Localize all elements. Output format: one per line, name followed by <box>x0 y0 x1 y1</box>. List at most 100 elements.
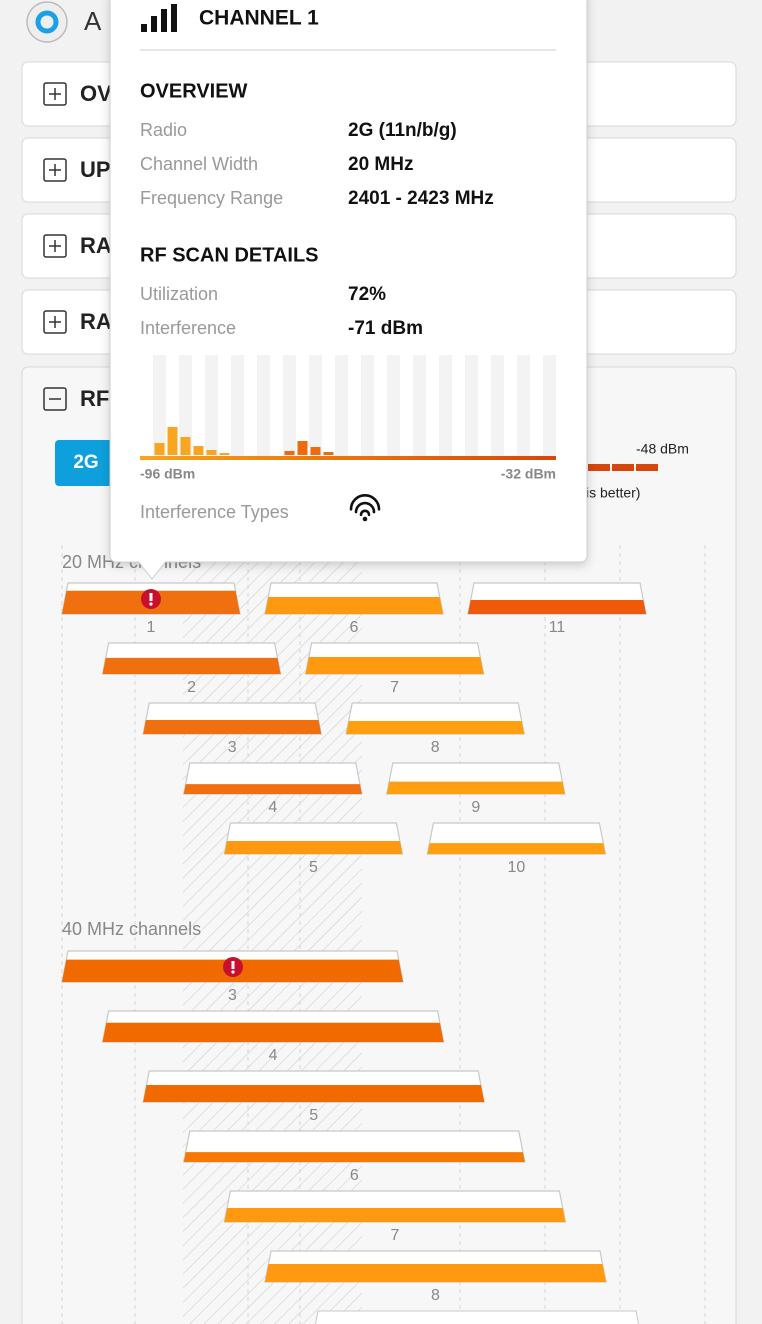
expand-icon[interactable] <box>43 158 67 182</box>
row-value: 2G (11n/b/g) <box>348 120 457 141</box>
row-label: Radio <box>140 120 187 140</box>
row-value: 2401 - 2423 MHz <box>348 188 494 209</box>
interference-types-label: Interference Types <box>140 502 289 522</box>
channel-utilization <box>183 784 362 794</box>
wifi-icon <box>349 494 381 511</box>
channel-label: 3 <box>228 987 237 1004</box>
spectrum-min: -96 dBm <box>140 466 195 482</box>
panel-title: RA <box>80 233 112 258</box>
spectrum-column <box>465 355 478 456</box>
channel-label: 8 <box>431 1287 440 1304</box>
spectrum-bar <box>206 450 217 455</box>
section-heading: 40 MHz channels <box>62 919 201 939</box>
panel-title: RA <box>80 309 112 334</box>
spectrum-column <box>205 355 218 456</box>
signal-icon <box>151 16 157 32</box>
legend-swatch <box>588 464 610 471</box>
expand-icon[interactable] <box>43 82 67 106</box>
expand-icon[interactable] <box>43 234 67 258</box>
channel-utilization <box>265 1264 606 1282</box>
channel-utilization <box>427 843 606 854</box>
channel-utilization <box>265 596 443 614</box>
channel-label: 5 <box>309 1107 318 1124</box>
row-value: -71 dBm <box>348 318 423 339</box>
spectrum-max: -32 dBm <box>501 466 556 482</box>
legend-swatch <box>636 464 658 471</box>
channel-label: 4 <box>269 1047 278 1064</box>
legend-max: -48 dBm <box>636 441 689 457</box>
channel-label: 3 <box>228 739 237 756</box>
section-heading: OVERVIEW <box>140 80 248 102</box>
channel-utilization <box>305 656 484 674</box>
spectrum-column <box>335 355 348 456</box>
spectrum-column <box>387 355 400 456</box>
tooltip-arrow-cover <box>137 556 167 562</box>
channel-label: 6 <box>350 619 359 636</box>
expand-icon[interactable] <box>43 387 67 411</box>
signal-icon <box>171 4 177 32</box>
row-value: 72% <box>348 284 386 305</box>
device-title: A <box>84 6 102 36</box>
channel-outline <box>314 1310 640 1324</box>
row-value: 20 MHz <box>348 154 413 175</box>
spectrum-column <box>361 355 374 456</box>
spectrum-column <box>153 355 166 456</box>
channel-utilization <box>346 720 525 734</box>
channel-utilization <box>102 657 281 674</box>
channel-utilization <box>224 1208 566 1222</box>
spectrum-bar <box>193 446 204 455</box>
channel-label: 5 <box>309 859 318 876</box>
spectrum-bar <box>284 451 295 455</box>
channel-label: 6 <box>350 1167 359 1184</box>
row-label: Channel Width <box>140 154 258 174</box>
wifi-icon <box>359 509 371 517</box>
channel-utilization <box>143 1084 485 1102</box>
row-label: Interference <box>140 318 236 338</box>
spectrum-column <box>543 355 556 456</box>
spectrum-column <box>231 355 244 456</box>
band-tab[interactable] <box>55 440 117 486</box>
spectrum-column <box>517 355 530 456</box>
channel-utilization <box>386 781 565 794</box>
spectrum-column <box>179 355 192 456</box>
channel-utilization <box>183 1152 525 1162</box>
spectrum-baseline <box>140 456 556 460</box>
band-tab-label: 2G <box>73 452 98 473</box>
warning-mark <box>149 593 153 601</box>
channel-label: 10 <box>508 859 526 876</box>
signal-icon <box>161 9 167 32</box>
device-icon-ring <box>35 10 59 34</box>
warning-dot <box>231 970 235 974</box>
panel-title: RF <box>80 386 109 411</box>
warning-mark <box>231 961 235 969</box>
panel-title: OV <box>80 81 112 106</box>
channel-utilization <box>143 720 322 734</box>
channel-utilization <box>102 1022 444 1042</box>
channel-label: 7 <box>390 1227 399 1244</box>
signal-icon <box>141 24 147 32</box>
channel-utilization <box>468 600 646 614</box>
spectrum-column <box>491 355 504 456</box>
spectrum-column <box>309 355 322 456</box>
spectrum-bar <box>323 452 334 455</box>
spectrum-column <box>257 355 270 456</box>
spectrum-bar <box>180 437 191 455</box>
channel-label: 7 <box>390 679 399 696</box>
spectrum-column <box>439 355 452 456</box>
wifi-icon-dot <box>362 516 368 522</box>
warning-dot <box>149 602 153 606</box>
channel-label: 4 <box>268 799 277 816</box>
spectrum-bar <box>310 447 321 455</box>
channel-label: 8 <box>431 739 440 756</box>
tooltip: CHANNEL 1 OVERVIEW Radio 2G (11n/b/g) Channe… <box>109 0 588 580</box>
spectrum-bar <box>154 443 165 455</box>
channel-label: 2 <box>187 679 196 696</box>
spectrum-column <box>283 355 296 456</box>
spectrum-bar <box>167 427 178 455</box>
channel-label: 1 <box>147 619 156 636</box>
spectrum-bar <box>219 453 230 455</box>
spectrum-bar <box>297 441 308 455</box>
row-label: Utilization <box>140 284 218 304</box>
expand-icon[interactable] <box>43 310 67 334</box>
